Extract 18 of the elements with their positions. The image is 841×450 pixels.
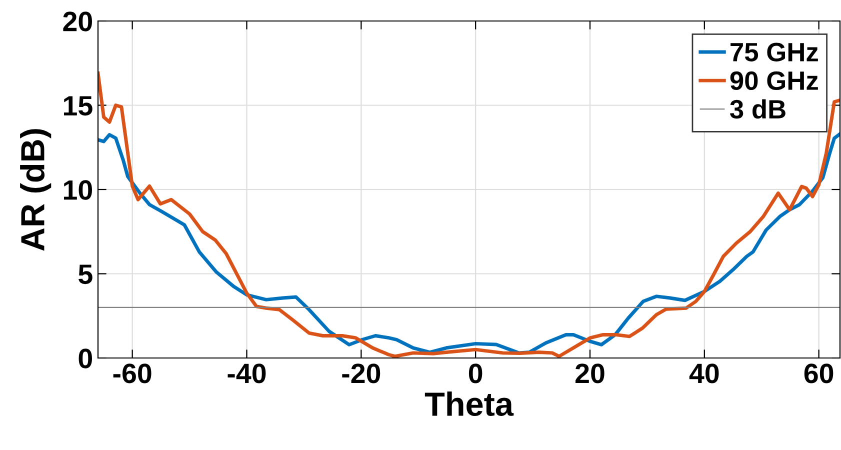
x-axis-title: Theta bbox=[424, 392, 514, 416]
y-tick-label: 15 bbox=[64, 96, 92, 116]
line-series bbox=[98, 132, 840, 355]
legend-label: 90 GHz bbox=[730, 71, 818, 90]
x-tick-label: 20 bbox=[576, 364, 604, 384]
y-tick-label: 0 bbox=[78, 348, 92, 368]
x-tick-label: -40 bbox=[228, 364, 266, 384]
y-tick-label: 5 bbox=[78, 264, 92, 284]
x-tick-label: 40 bbox=[689, 364, 719, 384]
y-tick-label: 20 bbox=[63, 12, 92, 32]
x-tick-label: -60 bbox=[113, 364, 152, 384]
y-tick-label: 10 bbox=[64, 180, 92, 200]
x-tick-label: -20 bbox=[342, 364, 380, 384]
x-tick-label: 60 bbox=[804, 364, 834, 384]
y-axis-title: AR (dB) bbox=[20, 129, 52, 251]
legend-label: 3 dB bbox=[730, 99, 786, 119]
x-tick-label: 0 bbox=[468, 364, 482, 384]
legend-label: 75 GHz bbox=[730, 42, 818, 62]
